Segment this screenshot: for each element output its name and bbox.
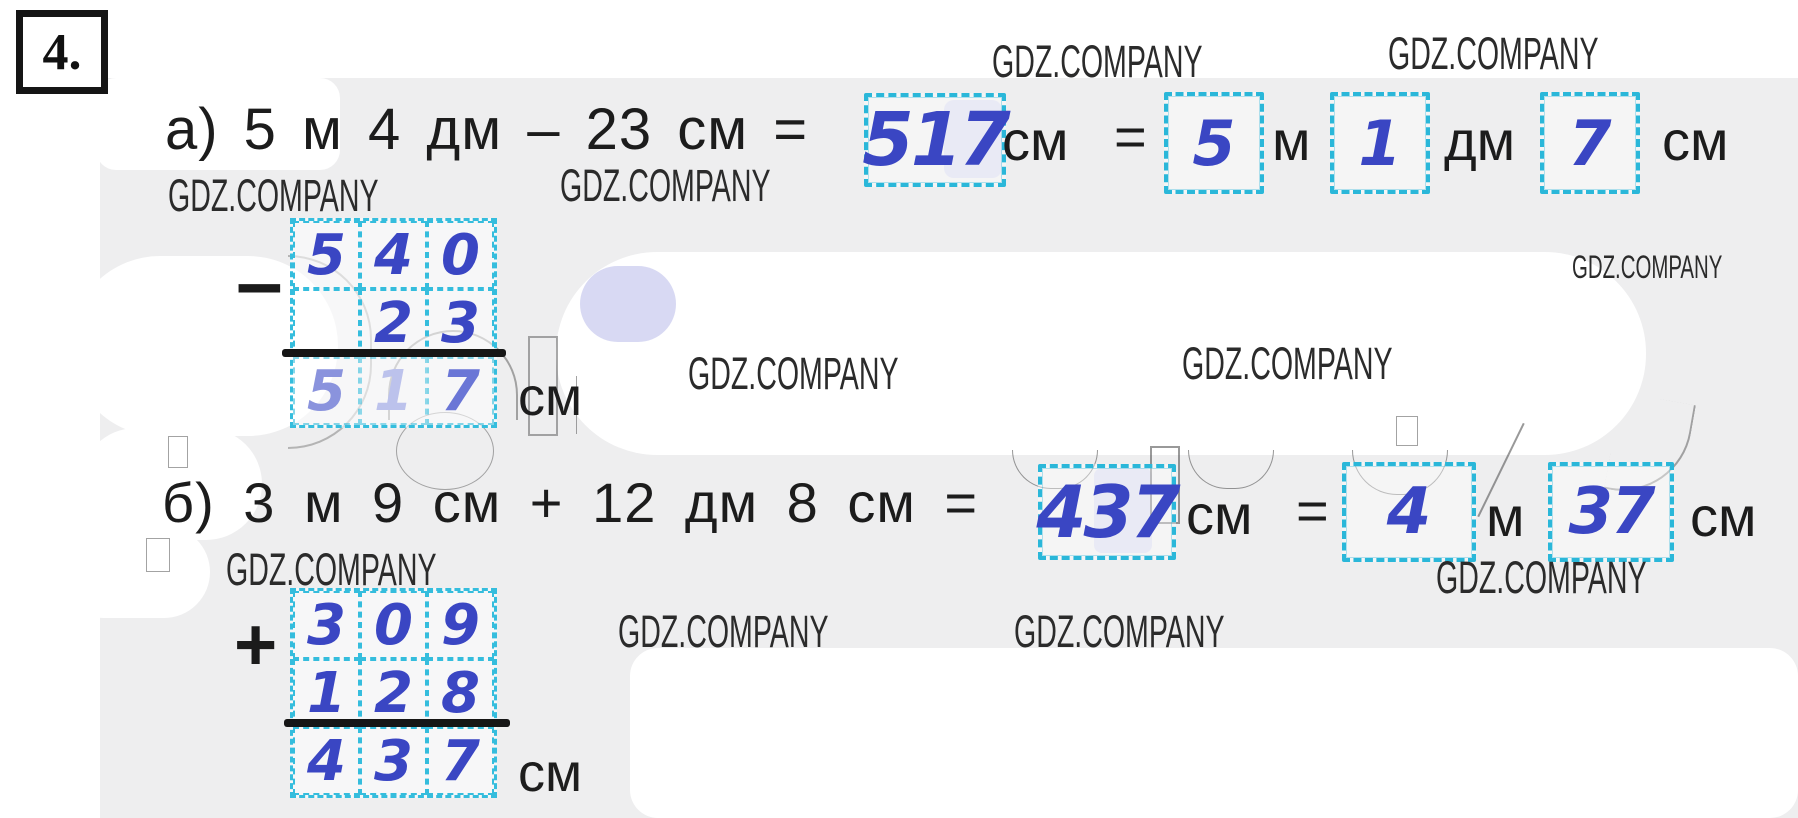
- grid-cell: 8: [427, 659, 494, 727]
- answer-box-a-centimeters: 7: [1540, 92, 1640, 194]
- white-blob: [80, 428, 262, 540]
- grid-cell: 0: [427, 221, 494, 289]
- minus-operator: –: [236, 235, 283, 329]
- grid-cell: 9: [427, 591, 494, 659]
- grid-cell: 3: [293, 591, 360, 659]
- watermark-gdz: GDZ.COMPANY: [992, 36, 1203, 87]
- sum-line: [284, 719, 510, 727]
- watermark-gdz: GDZ.COMPANY: [1014, 606, 1225, 657]
- lavender-ghost: [944, 100, 1002, 178]
- answer-box-a-total: 517: [862, 93, 1011, 187]
- unit-label-m: м: [1272, 109, 1311, 172]
- answer-a-total-value: 517: [862, 97, 1010, 183]
- watermark-gdz: GDZ.COMPANY: [1182, 338, 1393, 389]
- outline-watermark-shape: [528, 336, 558, 436]
- answer-box-a-meters: 5: [1164, 92, 1264, 194]
- grid-cell: 4: [360, 221, 427, 289]
- equation-a-expression: а) 5 м 4 дм – 23 см =: [165, 97, 809, 162]
- grid-cell: [293, 289, 360, 357]
- answer-b-total-value: 437: [1036, 470, 1180, 554]
- answer-box-a-decimeters: 1: [1330, 92, 1430, 194]
- answer-box-b-meters: 4: [1342, 462, 1476, 562]
- grid-cell: 1: [293, 659, 360, 727]
- equation-b-expression: б) 3 м 9 см + 12 дм 8 см =: [162, 471, 979, 534]
- lavender-ghost: [580, 266, 676, 342]
- unit-label-dm: дм: [1444, 109, 1516, 172]
- watermark-gdz: GDZ.COMPANY: [226, 544, 437, 595]
- outline-watermark-shape: [168, 436, 188, 468]
- answer-box-b-centimeters: 37: [1548, 462, 1674, 562]
- watermark-gdz: GDZ.COMPANY: [1436, 552, 1647, 603]
- column-work-grid-b: 3 0 9 1 2 8 4 3 7: [290, 588, 497, 798]
- unit-label-cm: см: [1186, 483, 1253, 546]
- answer-b-m-value: 4: [1386, 475, 1432, 549]
- outline-watermark-shape: [1396, 416, 1418, 446]
- grid-cell: 0: [360, 591, 427, 659]
- unit-label-cm: см: [518, 367, 583, 427]
- grid-cell: 2: [360, 289, 427, 357]
- grid-cell: 1: [360, 357, 427, 425]
- grid-cell: 7: [427, 357, 494, 425]
- outline-watermark-shape: [146, 538, 170, 572]
- unit-label-cm: см: [1690, 485, 1757, 548]
- watermark-gdz: GDZ.COMPANY: [618, 606, 829, 657]
- watermark-gdz: GDZ.COMPANY: [168, 170, 379, 221]
- task-number-badge: 4.: [16, 10, 108, 94]
- white-blob: [58, 526, 210, 618]
- outline-watermark-shape: [576, 376, 577, 434]
- lavender-ghost: [1094, 468, 1152, 553]
- grid-cell: 7: [427, 727, 494, 795]
- outline-watermark-shape: [1150, 446, 1180, 524]
- grid-cell: 3: [360, 727, 427, 795]
- plus-operator: +: [234, 603, 278, 686]
- column-work-grid-a: 5 4 0 2 3 5 1 7: [290, 218, 497, 428]
- watermark-gdz: GDZ.COMPANY: [560, 160, 771, 211]
- grid-cell: 5: [293, 357, 360, 425]
- answer-a-cm-value: 7: [1568, 106, 1612, 180]
- watermark-gdz: GDZ.COMPANY: [1572, 250, 1723, 286]
- white-blob: [556, 252, 1646, 455]
- sum-line: [282, 349, 506, 357]
- answer-box-b-total: 437: [1036, 464, 1181, 560]
- answer-a-dm-value: 1: [1358, 106, 1402, 180]
- unit-label-cm: см: [518, 743, 583, 803]
- watermark-gdz: GDZ.COMPANY: [688, 348, 899, 399]
- unit-label-m: м: [1486, 485, 1525, 548]
- white-blob: [96, 78, 340, 170]
- grid-cell: 4: [293, 727, 360, 795]
- grid-cell: 5: [293, 221, 360, 289]
- white-blob: [630, 648, 1798, 818]
- answer-b-cm-value: 37: [1568, 475, 1655, 549]
- equals-sign: =: [1114, 105, 1147, 168]
- watermark-gdz: GDZ.COMPANY: [1388, 28, 1599, 79]
- equals-sign: =: [1296, 479, 1329, 542]
- unit-label-cm: см: [1002, 109, 1069, 172]
- grid-cell: 3: [427, 289, 494, 357]
- grid-cell: 2: [360, 659, 427, 727]
- unit-label-cm: см: [1662, 109, 1729, 172]
- answer-a-m-value: 5: [1192, 106, 1236, 180]
